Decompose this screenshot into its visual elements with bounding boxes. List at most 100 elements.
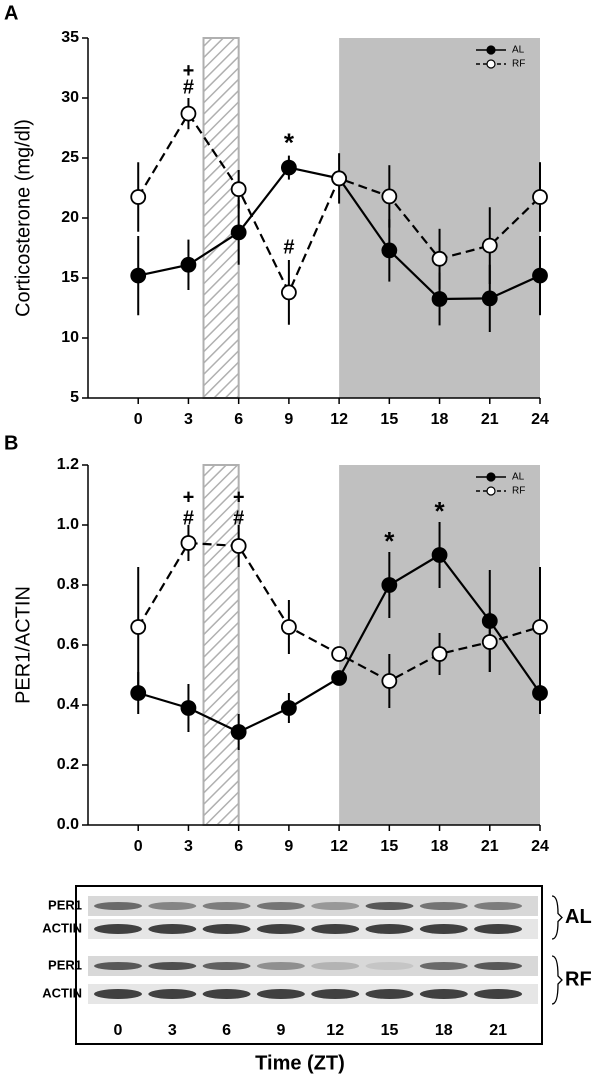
western-blot: PER1 ACTIN PER1 ACTIN AL RF 0 3 6 9 12 15 18 21 Time (…: [42, 885, 592, 1074]
x-axis-label: Time (ZT): [255, 1052, 345, 1074]
blot-band: [148, 962, 197, 970]
data-point: [481, 634, 498, 650]
data-point: [230, 224, 247, 241]
blot-band: [202, 962, 251, 970]
data-point: [431, 291, 448, 307]
data-point: [280, 284, 297, 301]
data-point: [532, 267, 548, 284]
data-point: [130, 189, 147, 205]
blot-band: [419, 924, 468, 934]
blot-strip: [88, 896, 538, 916]
data-point: [381, 242, 398, 259]
data-point: [431, 250, 448, 267]
legend-marker: [486, 486, 496, 496]
blot-band: [474, 902, 523, 910]
group-label: RF: [565, 968, 592, 990]
data-point: [481, 613, 498, 629]
annotation: +: [183, 486, 195, 508]
annotation: +: [183, 60, 195, 82]
blot-row-label: PER1: [48, 897, 82, 912]
x-tick-label: 15: [380, 838, 398, 855]
data-point: [481, 290, 498, 307]
data-point: [431, 646, 448, 662]
annotation: *: [284, 128, 295, 158]
blot-band: [365, 989, 414, 999]
blot-band: [202, 902, 251, 910]
data-point: [381, 577, 398, 593]
blot-band: [419, 902, 468, 910]
blot-band: [148, 989, 197, 999]
blot-band: [94, 962, 142, 970]
data-point: [431, 547, 448, 563]
data-point: [331, 646, 348, 662]
blot-band: [94, 924, 142, 934]
blot-band: [148, 902, 197, 910]
x-tick-label: 0: [134, 411, 143, 428]
blot-band: [94, 989, 142, 999]
hatched-region: [202, 37, 240, 399]
y-tick-label: 1.0: [57, 516, 79, 533]
data-point: [180, 105, 197, 122]
blot-band: [256, 989, 305, 999]
y-tick-label: 15: [61, 269, 79, 286]
y-tick-label: 5: [70, 389, 79, 406]
data-point: [130, 267, 147, 284]
lane-label: 15: [381, 1022, 399, 1039]
annotation: *: [384, 526, 395, 556]
y-tick-label: 0.6: [57, 636, 79, 653]
x-tick-label: 9: [284, 838, 293, 855]
data-point: [381, 673, 398, 689]
y-tick-label: 35: [61, 29, 79, 46]
data-point: [230, 181, 247, 198]
data-point: [532, 685, 548, 701]
lane-label: 9: [276, 1022, 285, 1039]
blot-band: [474, 989, 523, 999]
blot-band: [256, 924, 305, 934]
lane-label: 21: [489, 1022, 507, 1039]
legend-label: AL: [512, 45, 525, 56]
hatched-region: [202, 464, 240, 826]
data-point: [180, 700, 197, 716]
blot-strip: [88, 956, 538, 976]
annotation: #: [283, 236, 294, 258]
x-tick-label: 12: [330, 411, 348, 428]
data-point: [280, 159, 297, 176]
blot-band: [202, 924, 251, 934]
data-point: [280, 619, 297, 635]
lane-label: 0: [114, 1022, 123, 1039]
y-tick-label: 0.4: [57, 696, 79, 713]
data-point: [180, 535, 197, 551]
blot-band: [202, 989, 251, 999]
blot-band: [365, 924, 414, 934]
y-axis-label: PER1/ACTIN: [12, 586, 34, 704]
legend-marker: [486, 472, 496, 482]
data-point: [280, 700, 297, 716]
y-axis-label: Corticosterone (mg/dl): [12, 119, 34, 317]
data-point: [331, 170, 348, 187]
group-label: AL: [565, 906, 592, 928]
data-point: [130, 619, 147, 635]
blot-band: [311, 924, 360, 934]
blot-band: [256, 962, 305, 970]
data-point: [532, 619, 548, 635]
data-point: [481, 237, 498, 254]
x-tick-label: 21: [481, 838, 499, 855]
x-tick-label: 6: [234, 838, 243, 855]
blot-row-label: PER1: [48, 957, 82, 972]
blot-band: [474, 924, 523, 934]
data-point: [381, 188, 398, 205]
y-tick-label: 0.0: [57, 816, 79, 833]
data-point: [532, 189, 548, 205]
shaded-region: [339, 38, 540, 398]
annotation: *: [434, 496, 445, 526]
annotation: #: [183, 507, 194, 529]
legend-label: RF: [512, 59, 525, 70]
blot-band: [419, 989, 468, 999]
panel-letter: A: [4, 2, 18, 24]
y-tick-label: 25: [61, 149, 79, 166]
blot-row-label: ACTIN: [42, 920, 82, 935]
legend-marker: [486, 45, 496, 55]
blot-row-label: ACTIN: [42, 985, 82, 1000]
x-tick-label: 3: [184, 411, 193, 428]
